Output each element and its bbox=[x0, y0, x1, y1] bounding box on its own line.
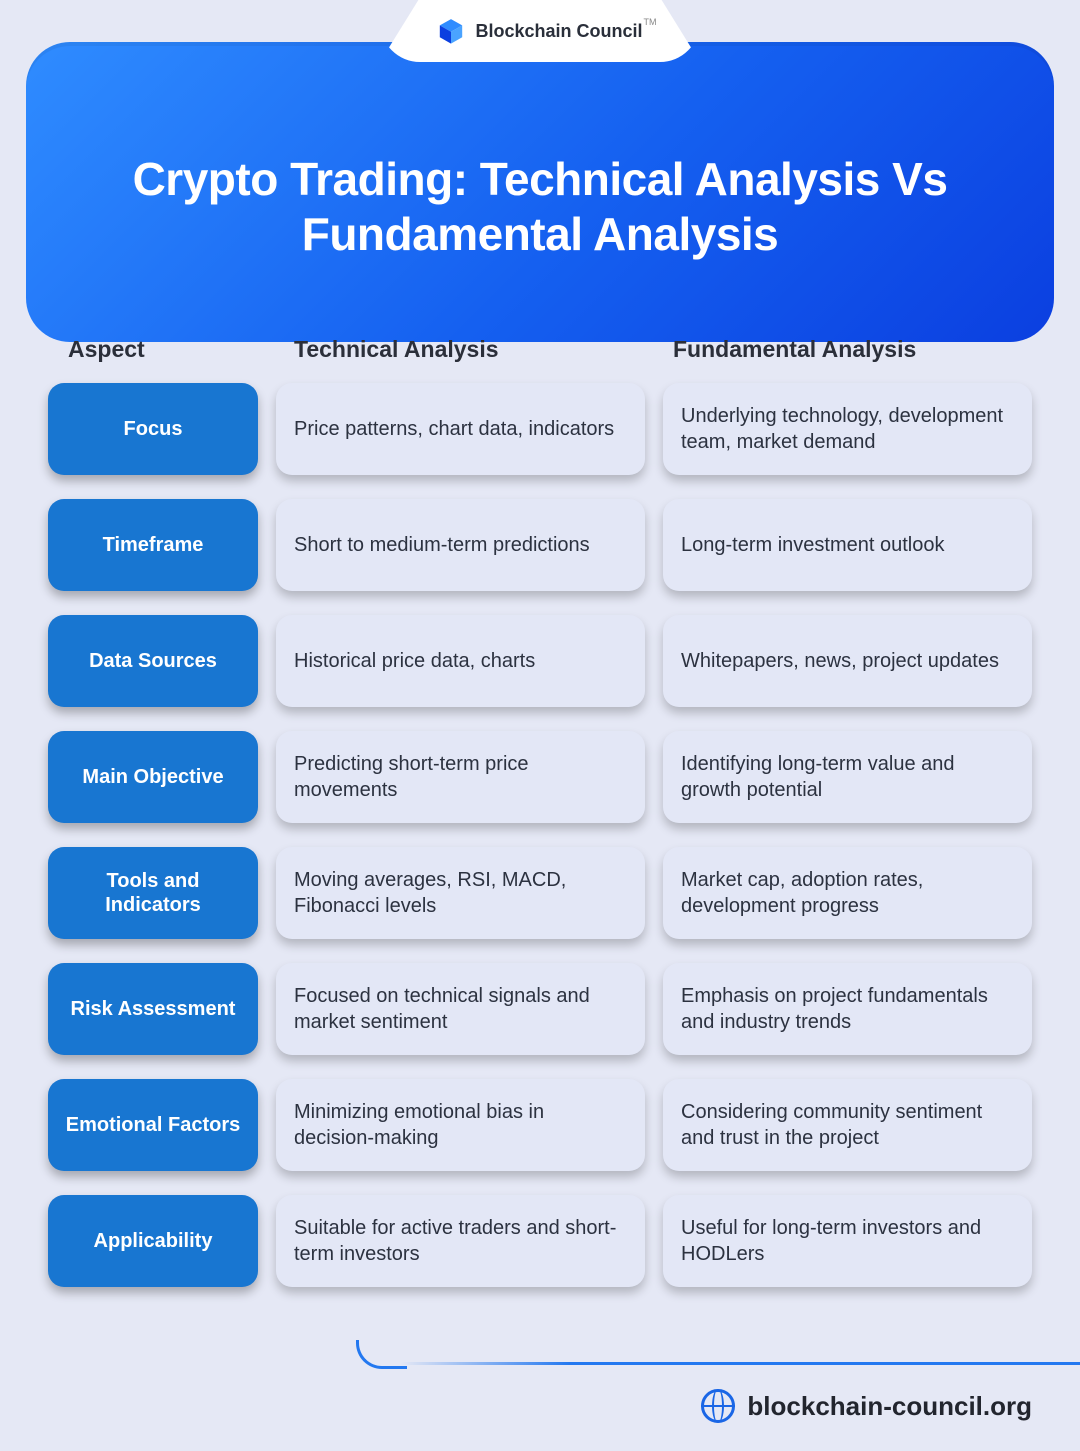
table-row: Data SourcesHistorical price data, chart… bbox=[48, 615, 1032, 707]
table-row: Main ObjectivePredicting short-term pric… bbox=[48, 731, 1032, 823]
fundamental-cell: Long-term investment outlook bbox=[663, 499, 1032, 591]
comparison-table: Aspect Technical Analysis Fundamental An… bbox=[48, 330, 1032, 1287]
table-row: Tools and IndicatorsMoving averages, RSI… bbox=[48, 847, 1032, 939]
table-header-fundamental: Fundamental Analysis bbox=[663, 336, 1024, 363]
aspect-cell: Focus bbox=[48, 383, 258, 475]
globe-icon bbox=[701, 1389, 735, 1423]
fundamental-cell: Identifying long-term value and growth p… bbox=[663, 731, 1032, 823]
table-header-technical: Technical Analysis bbox=[284, 336, 645, 363]
table-row: Risk AssessmentFocused on technical sign… bbox=[48, 963, 1032, 1055]
table-header-aspect: Aspect bbox=[56, 336, 266, 363]
brand-name: Blockchain Council TM bbox=[475, 21, 642, 42]
technical-cell: Minimizing emotional bias in decision-ma… bbox=[276, 1079, 645, 1171]
technical-cell: Suitable for active traders and short-te… bbox=[276, 1195, 645, 1287]
fundamental-cell: Emphasis on project fundamentals and ind… bbox=[663, 963, 1032, 1055]
technical-cell: Focused on technical signals and market … bbox=[276, 963, 645, 1055]
technical-cell: Moving averages, RSI, MACD, Fibonacci le… bbox=[276, 847, 645, 939]
page-title: Crypto Trading: Technical Analysis Vs Fu… bbox=[26, 152, 1054, 262]
aspect-cell: Applicability bbox=[48, 1195, 258, 1287]
aspect-cell: Risk Assessment bbox=[48, 963, 258, 1055]
aspect-cell: Emotional Factors bbox=[48, 1079, 258, 1171]
aspect-cell: Tools and Indicators bbox=[48, 847, 258, 939]
footer-rule bbox=[400, 1362, 1080, 1365]
aspect-cell: Data Sources bbox=[48, 615, 258, 707]
aspect-cell: Main Objective bbox=[48, 731, 258, 823]
fundamental-cell: Considering community sentiment and trus… bbox=[663, 1079, 1032, 1171]
table-row: ApplicabilitySuitable for active traders… bbox=[48, 1195, 1032, 1287]
technical-cell: Historical price data, charts bbox=[276, 615, 645, 707]
brand-cube-icon bbox=[437, 17, 465, 45]
brand-tm: TM bbox=[644, 17, 657, 27]
footer: blockchain-council.org bbox=[701, 1389, 1032, 1423]
brand-name-text: Blockchain Council bbox=[475, 21, 642, 41]
hero-banner: Crypto Trading: Technical Analysis Vs Fu… bbox=[26, 42, 1054, 342]
technical-cell: Price patterns, chart data, indicators bbox=[276, 383, 645, 475]
technical-cell: Predicting short-term price movements bbox=[276, 731, 645, 823]
table-body: FocusPrice patterns, chart data, indicat… bbox=[48, 383, 1032, 1287]
brand-tab: Blockchain Council TM bbox=[380, 0, 700, 62]
aspect-cell: Timeframe bbox=[48, 499, 258, 591]
table-row: Emotional FactorsMinimizing emotional bi… bbox=[48, 1079, 1032, 1171]
footer-url: blockchain-council.org bbox=[747, 1391, 1032, 1422]
table-header-row: Aspect Technical Analysis Fundamental An… bbox=[48, 330, 1032, 383]
technical-cell: Short to medium-term predictions bbox=[276, 499, 645, 591]
fundamental-cell: Market cap, adoption rates, development … bbox=[663, 847, 1032, 939]
fundamental-cell: Useful for long-term investors and HODLe… bbox=[663, 1195, 1032, 1287]
fundamental-cell: Whitepapers, news, project updates bbox=[663, 615, 1032, 707]
table-row: FocusPrice patterns, chart data, indicat… bbox=[48, 383, 1032, 475]
table-row: TimeframeShort to medium-term prediction… bbox=[48, 499, 1032, 591]
fundamental-cell: Underlying technology, development team,… bbox=[663, 383, 1032, 475]
